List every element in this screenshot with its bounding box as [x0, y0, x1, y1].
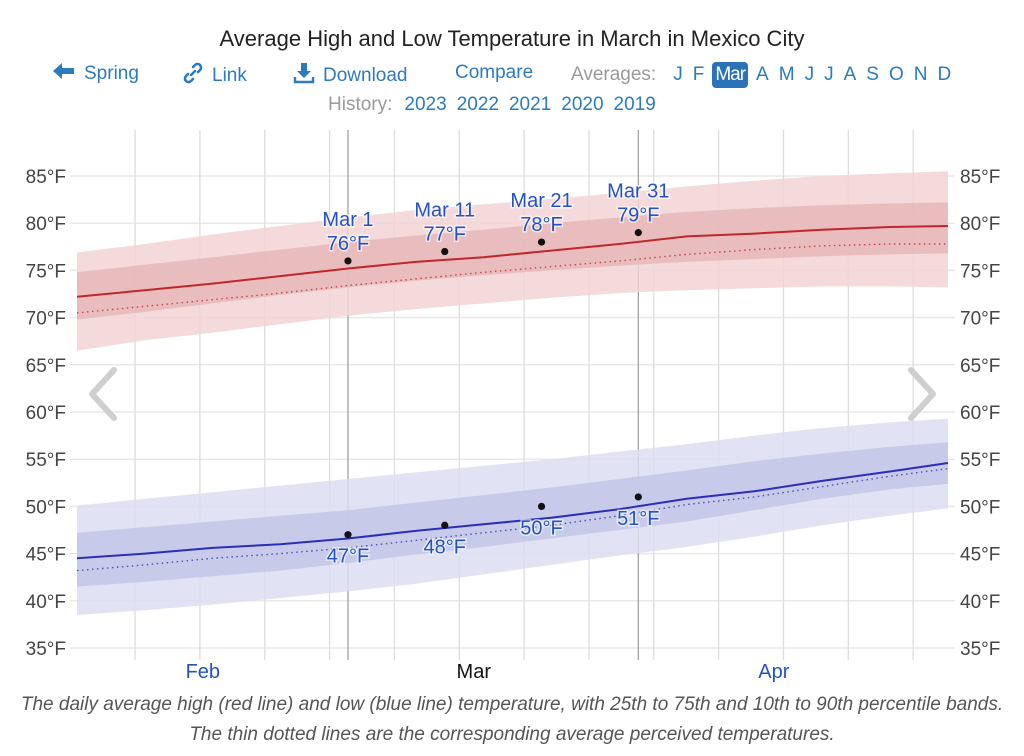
y-tick-label-left: 70°F [26, 309, 66, 330]
low-point-marker [441, 521, 449, 529]
history-year-2021[interactable]: 2021 [508, 94, 552, 115]
history-year-2020[interactable]: 2020 [561, 94, 604, 115]
y-axis-right: 35°F 40°F 45°F 50°F 55°F 60°F 65°F 70°F 75°F 80°F… [960, 167, 1000, 660]
history-links: History: 2023 2022 2021 2020 2019 [328, 94, 656, 116]
low-point-marker [344, 531, 352, 539]
high-band-25-75 [77, 202, 948, 320]
download-icon [293, 62, 315, 90]
back-label[interactable]: Spring [84, 63, 139, 84]
y-tick-label-right: 55°F [960, 450, 1000, 471]
compare-label[interactable]: Compare [455, 62, 534, 83]
download-label[interactable]: Download [323, 65, 408, 86]
high-point-marker [441, 247, 449, 256]
high-point-marker [537, 238, 546, 246]
y-tick-label-left: 65°F [26, 356, 66, 377]
low-point-marker [537, 502, 546, 510]
high-point-marker [344, 257, 352, 265]
chart-caption: The daily average high (red line) and lo… [20, 694, 1004, 745]
x-tick-label: Mar [457, 661, 492, 683]
y-tick-label-left: 85°F [26, 167, 66, 188]
annotation-value-label: 51°F [617, 508, 659, 530]
month-link-jan[interactable]: J [673, 64, 683, 85]
next-month-arrow[interactable] [905, 366, 939, 427]
y-tick-label-right: 40°F [960, 592, 1000, 613]
average-low-line [76, 462, 949, 560]
month-link-feb[interactable]: F [692, 64, 705, 85]
month-link-dec[interactable]: D [937, 64, 952, 85]
history-label: History: [328, 94, 393, 115]
previous-month-arrow[interactable] [86, 366, 120, 427]
y-tick-label-left: 50°F [26, 497, 66, 518]
x-axis: Feb Mar Apr [186, 661, 790, 683]
y-tick-label-right: 50°F [960, 497, 1000, 518]
history-year-2019[interactable]: 2019 [613, 94, 656, 115]
averages-label: Averages: [571, 64, 657, 85]
averages-month-selector: Averages: J F Mar A M J J A S O N D [571, 62, 956, 88]
annotation-value-label: 50°F [520, 517, 562, 539]
y-tick-label-left: 75°F [26, 261, 66, 282]
y-tick-label-right: 60°F [960, 403, 1000, 424]
annotation-value-label: 76°F [327, 233, 369, 255]
average-high-line [76, 225, 949, 298]
annotation-date-label: Mar 11 [414, 200, 475, 222]
month-link-may[interactable]: M [778, 64, 795, 85]
y-tick-label-left: 55°F [26, 450, 66, 471]
link-icon [182, 62, 204, 90]
back-to-spring-link[interactable]: Spring [52, 62, 139, 86]
history-year-2023[interactable]: 2023 [404, 94, 447, 115]
download-button[interactable]: Download [293, 62, 408, 90]
series-lines [76, 225, 949, 572]
low-point-marker [634, 493, 642, 501]
month-link-sep[interactable]: S [866, 64, 879, 85]
history-year-2022[interactable]: 2022 [456, 94, 499, 115]
annotation-date-label: Mar 31 [607, 181, 669, 203]
month-link-jun[interactable]: J [804, 64, 815, 85]
y-tick-label-left: 35°F [26, 639, 66, 660]
y-axis-left: 35°F 40°F 45°F 50°F 55°F 60°F 65°F 70°F 75°F 80°F… [26, 167, 66, 660]
month-link-aug[interactable]: A [843, 64, 857, 85]
chevron-right-icon [908, 367, 936, 421]
temperature-chart: 35°F 40°F 45°F 50°F 55°F 60°F 65°F 70°F 75°F 80°F… [26, 130, 1000, 683]
annotation-date-label: Mar 1 [322, 209, 373, 231]
y-tick-label-left: 45°F [26, 545, 66, 566]
y-tick-label-right: 80°F [960, 214, 1000, 235]
y-tick-label-right: 70°F [960, 309, 1000, 330]
month-link-apr[interactable]: A [756, 64, 769, 85]
y-tick-label-right: 45°F [960, 545, 1000, 566]
y-tick-label-left: 40°F [26, 592, 66, 613]
annotation-value-label: 48°F [424, 536, 466, 558]
annotation-date-label: Mar 21 [510, 190, 572, 212]
high-point-marker [634, 229, 642, 237]
y-tick-label-right: 35°F [960, 639, 1000, 660]
x-tick-label: Apr [758, 661, 789, 683]
x-tick-label: Feb [186, 661, 220, 683]
y-tick-label-right: 75°F [960, 261, 1000, 282]
chart-nav: Spring Link Download Compare Averages: J… [0, 62, 1024, 90]
month-link-mar-active[interactable]: Mar [712, 62, 749, 88]
annotation-value-label: 78°F [520, 214, 562, 236]
annotation-value-label: 77°F [424, 224, 466, 246]
month-link-nov[interactable]: N [913, 64, 928, 85]
y-tick-label-left: 80°F [26, 214, 66, 235]
link-label[interactable]: Link [212, 65, 247, 86]
low-band-25-75 [77, 442, 948, 587]
chevron-left-icon [89, 367, 117, 421]
link-button[interactable]: Link [182, 62, 247, 90]
month-link-jul[interactable]: J [824, 64, 834, 85]
month-link-oct[interactable]: O [888, 64, 904, 85]
percentile-bands [77, 171, 948, 615]
annotation-value-label: 47°F [327, 546, 369, 568]
page-title: Average High and Low Temperature in Marc… [219, 26, 805, 51]
y-tick-label-right: 85°F [960, 167, 1000, 188]
arrow-left-icon [52, 62, 76, 86]
y-tick-label-right: 65°F [960, 356, 1000, 377]
y-tick-label-left: 60°F [26, 403, 66, 424]
annotation-value-label: 79°F [617, 205, 659, 227]
compare-button[interactable]: Compare [455, 62, 533, 84]
